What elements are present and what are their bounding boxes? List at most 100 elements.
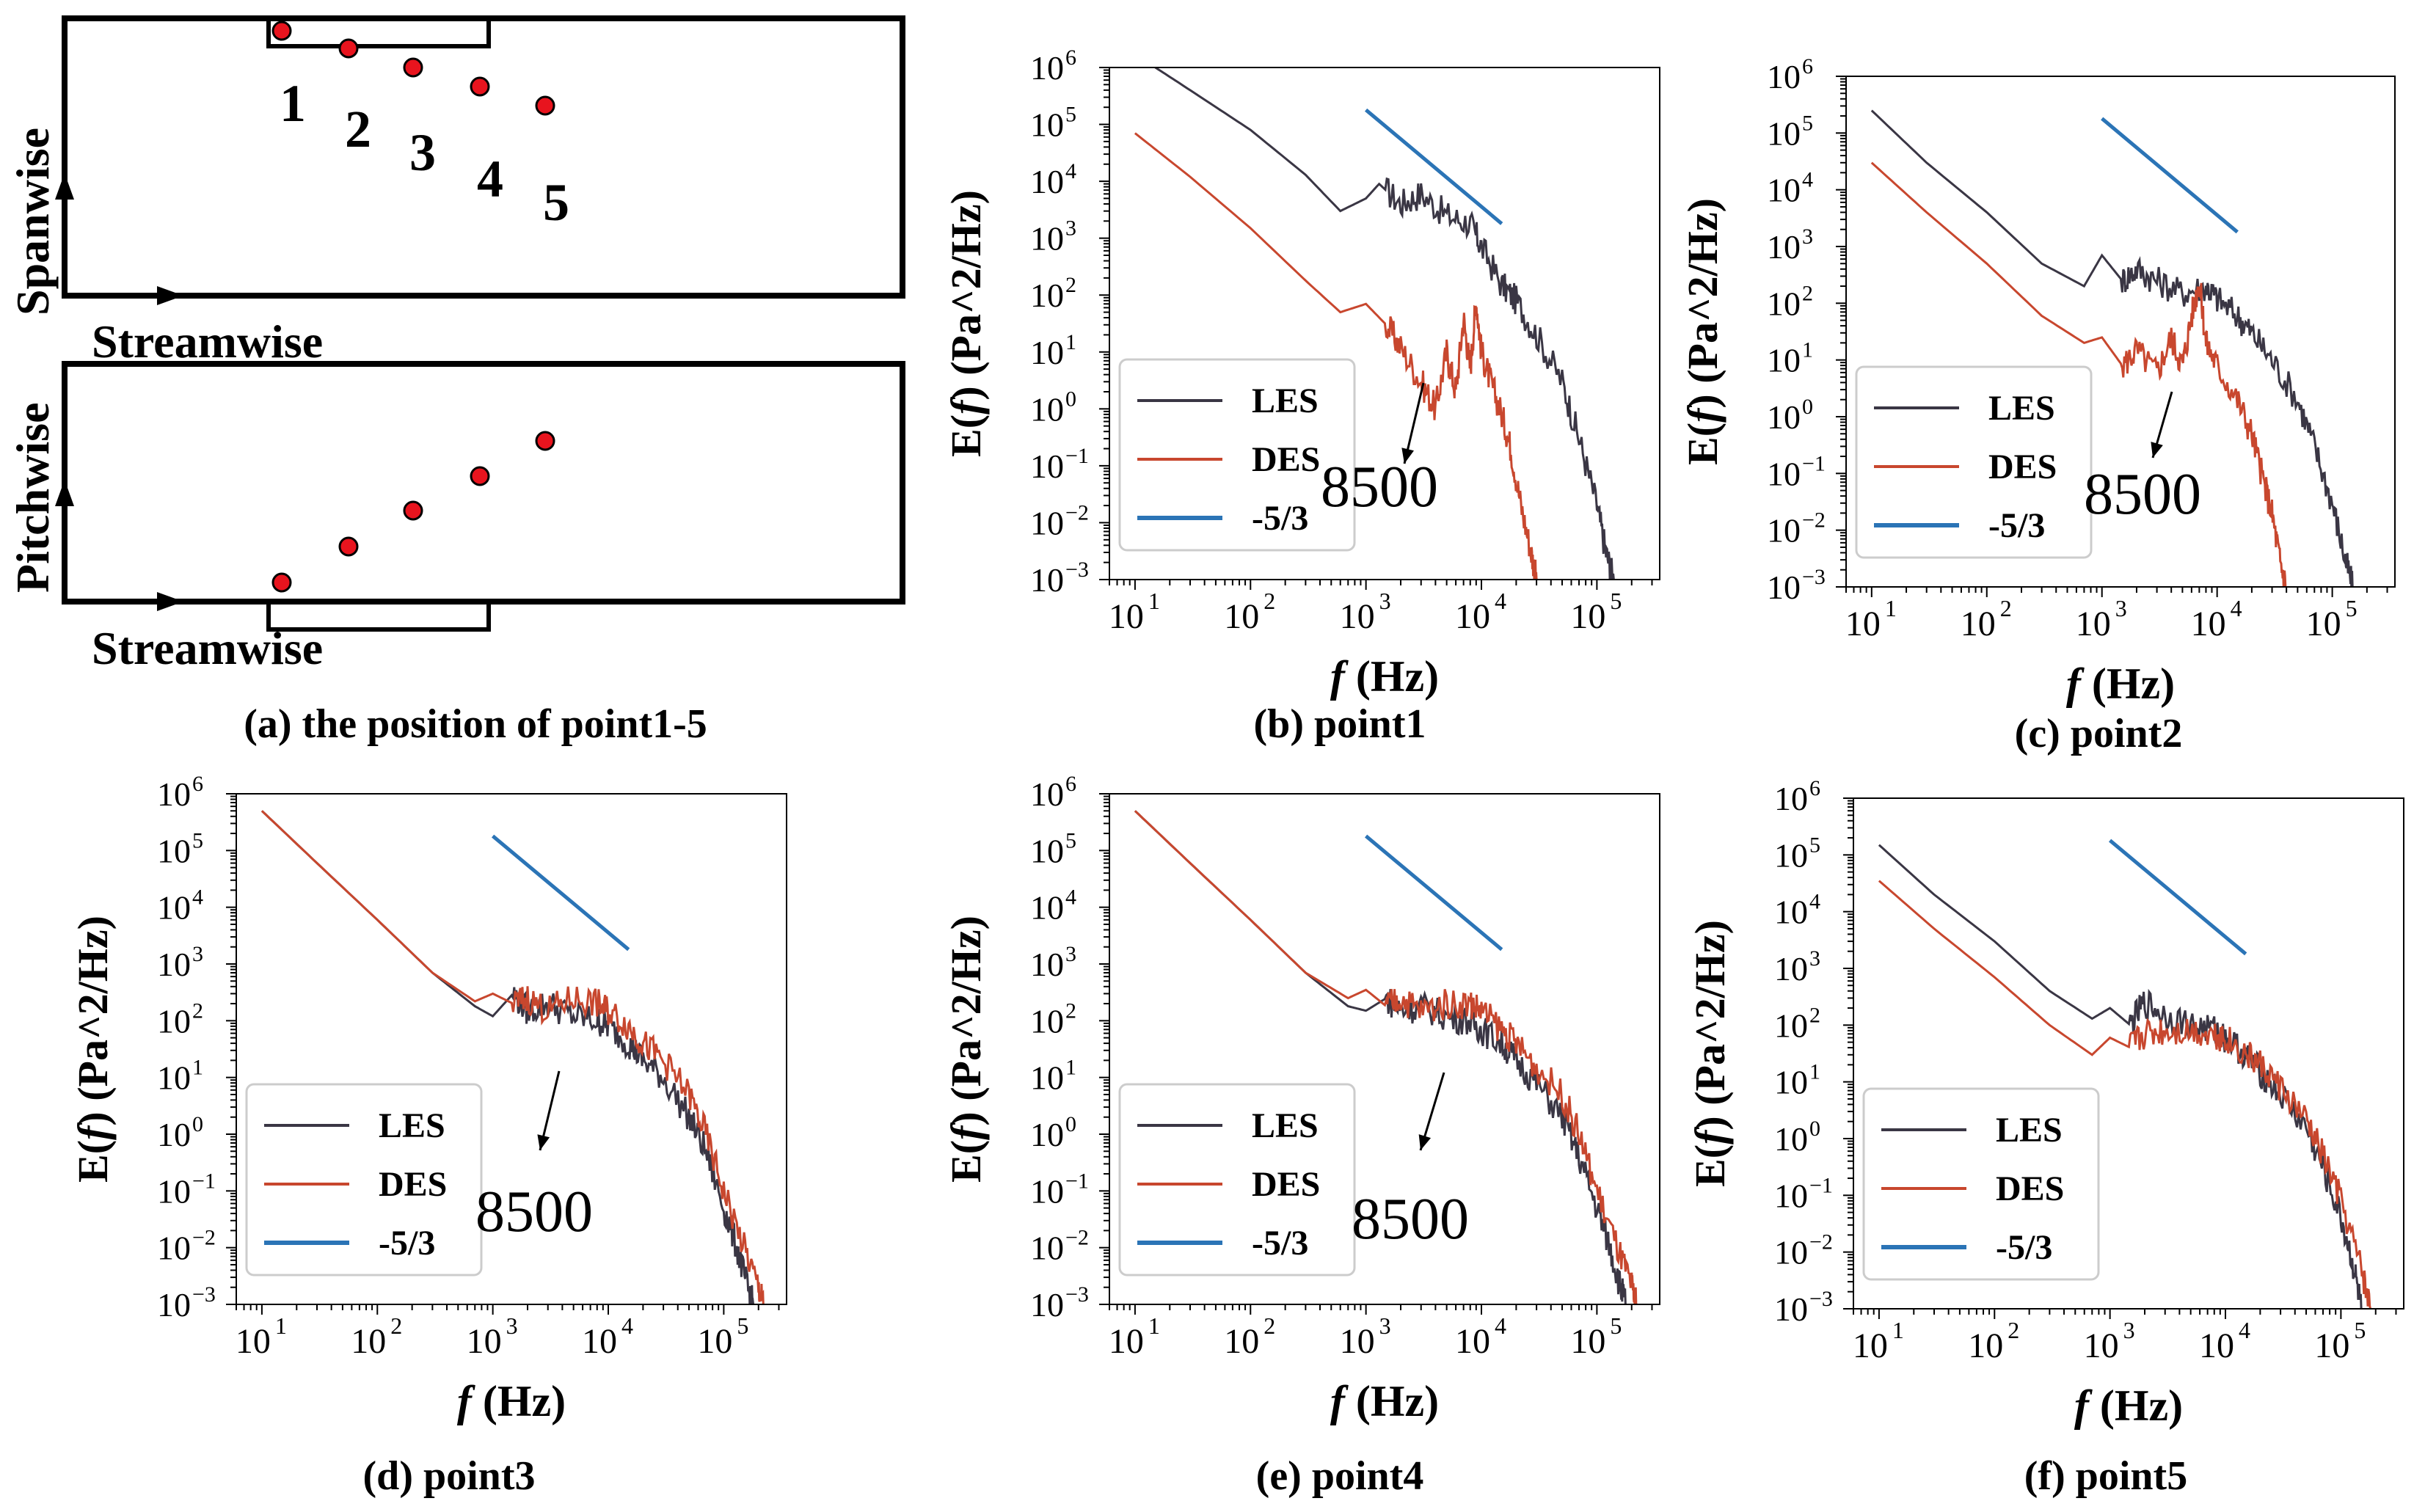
y-tick-exponent: −1 [1065, 444, 1089, 468]
point-5-top [535, 95, 555, 116]
x-tick-label: 10 [1845, 605, 1881, 643]
point-label-5: 5 [543, 173, 569, 232]
plot-frame [1853, 797, 2404, 1310]
y-tick-label: 10 [1774, 836, 1808, 874]
series-des-line [1134, 132, 1538, 580]
point-3-top [403, 57, 423, 78]
x-tick-label: 10 [2084, 1326, 2119, 1365]
x-tick-label: 10 [1968, 1326, 2003, 1365]
y-tick-exponent: 0 [1065, 387, 1076, 411]
y-tick-label: 10 [1767, 172, 1801, 209]
legend-label: DES [1996, 1169, 2064, 1208]
point-5-bottom [535, 431, 555, 451]
y-tick-exponent: 2 [1802, 281, 1813, 305]
streamwise-label-top: Streamwise [92, 315, 323, 368]
y-tick-exponent: 6 [1065, 772, 1076, 796]
y-tick-exponent: 0 [1809, 1117, 1820, 1141]
x-tick-exponent: 2 [1263, 1312, 1275, 1339]
x-tick-label: 10 [2314, 1326, 2349, 1365]
y-tick-label: 10 [1774, 950, 1808, 987]
x-tick-exponent: 4 [1495, 1312, 1506, 1339]
series--5-3-line [2108, 839, 2247, 956]
points-top [271, 21, 555, 116]
x-tick-exponent: 5 [2354, 1317, 2366, 1343]
chart-3: 10 1 10 2 10 3 10 4 10 510 −310 −210 −110 010 110 210 31… [69, 772, 787, 1499]
legend-label: -5/3 [1988, 506, 2045, 545]
y-tick-exponent: 6 [192, 772, 203, 796]
y-tick-label: 10 [1030, 163, 1064, 200]
y-axis-label: E(f) (Pa^2/Hz) [942, 190, 990, 457]
legend: LES DES -5/3 [1118, 1083, 1356, 1277]
spanwise-label: Spanwise [7, 128, 59, 315]
y-tick-exponent: 6 [1809, 776, 1820, 800]
legend: LES DES -5/3 [1862, 1087, 2100, 1281]
x-tick-exponent: 4 [2231, 595, 2242, 621]
y-tick-label: 10 [1774, 1007, 1808, 1044]
annotation-text: 8500 [1321, 455, 1438, 519]
point-label-4: 4 [477, 150, 503, 208]
pitchwise-arrowhead [55, 480, 74, 506]
slot-bottom [266, 602, 491, 632]
point-4-bottom [470, 466, 490, 486]
domain-box-top [62, 15, 905, 299]
y-tick-label: 10 [157, 775, 191, 813]
x-axis-label: f (Hz) [2066, 660, 2175, 708]
annotation-arrowhead [537, 1134, 550, 1150]
y-tick-label: 10 [1767, 512, 1801, 549]
y-tick-label: 10 [157, 1059, 191, 1097]
y-tick-label: 10 [1767, 228, 1801, 266]
y-tick-exponent: −2 [1809, 1230, 1833, 1254]
x-tick-label: 10 [236, 1322, 271, 1361]
annotation-text: 8500 [2084, 462, 2201, 527]
y-tick-label: 10 [1767, 58, 1801, 95]
y-tick-exponent: 1 [1809, 1060, 1820, 1084]
y-tick-label: 10 [1774, 1290, 1808, 1328]
series-des-line [1870, 161, 2287, 587]
y-tick-exponent: −2 [1065, 500, 1089, 525]
y-tick-exponent: 0 [1802, 395, 1813, 419]
x-tick-exponent: 4 [2239, 1317, 2250, 1343]
series--5-3-line [1364, 834, 1503, 952]
y-tick-exponent: 5 [1802, 111, 1813, 135]
legend-box [1118, 1083, 1356, 1277]
y-tick-label: 10 [1030, 946, 1064, 983]
y-tick-exponent: 4 [1809, 890, 1820, 914]
y-tick-label: 10 [1030, 1116, 1064, 1153]
x-tick-exponent: 3 [506, 1312, 518, 1339]
x-tick-label: 10 [1455, 597, 1490, 636]
y-tick-label: 10 [1774, 780, 1808, 817]
y-axis-label: E(f) (Pa^2/Hz) [942, 916, 990, 1183]
x-axis-label: f (Hz) [1330, 652, 1439, 701]
y-tick-exponent: −3 [1809, 1287, 1833, 1311]
point-label-1: 1 [280, 74, 306, 133]
x-tick-exponent: 2 [2008, 1317, 2019, 1343]
point-1-top [271, 21, 292, 41]
y-tick-label: 10 [1767, 114, 1801, 152]
x-tick-exponent: 1 [1148, 588, 1160, 614]
x-tick-label: 10 [1853, 1326, 1888, 1365]
legend-label: -5/3 [1996, 1228, 2052, 1267]
x-tick-exponent: 3 [2123, 1317, 2135, 1343]
plot-frame [1109, 793, 1660, 1305]
y-tick-exponent: 2 [192, 998, 203, 1023]
y-tick-exponent: −1 [192, 1169, 216, 1193]
caption: (f) point5 [2024, 1453, 2187, 1499]
annotation-arrowhead [2151, 442, 2163, 458]
point-label-3: 3 [409, 123, 436, 182]
y-tick-exponent: 4 [1802, 168, 1813, 192]
x-tick-label: 10 [1570, 597, 1605, 636]
y-tick-label: 10 [157, 889, 191, 927]
y-tick-label: 10 [1030, 1230, 1064, 1267]
y-tick-exponent: 2 [1065, 998, 1076, 1023]
y-tick-label: 10 [1030, 561, 1064, 599]
y-tick-label: 10 [1030, 1059, 1064, 1097]
legend-label: LES [1996, 1111, 2063, 1150]
point-3-bottom [403, 500, 423, 521]
y-tick-label: 10 [1030, 220, 1064, 258]
series-les-line [1870, 109, 2354, 587]
y-tick-exponent: −3 [1802, 565, 1826, 589]
y-tick-label: 10 [1030, 504, 1064, 541]
legend: LES DES -5/3 [1855, 365, 2093, 559]
x-axis-label: f (Hz) [457, 1377, 566, 1425]
